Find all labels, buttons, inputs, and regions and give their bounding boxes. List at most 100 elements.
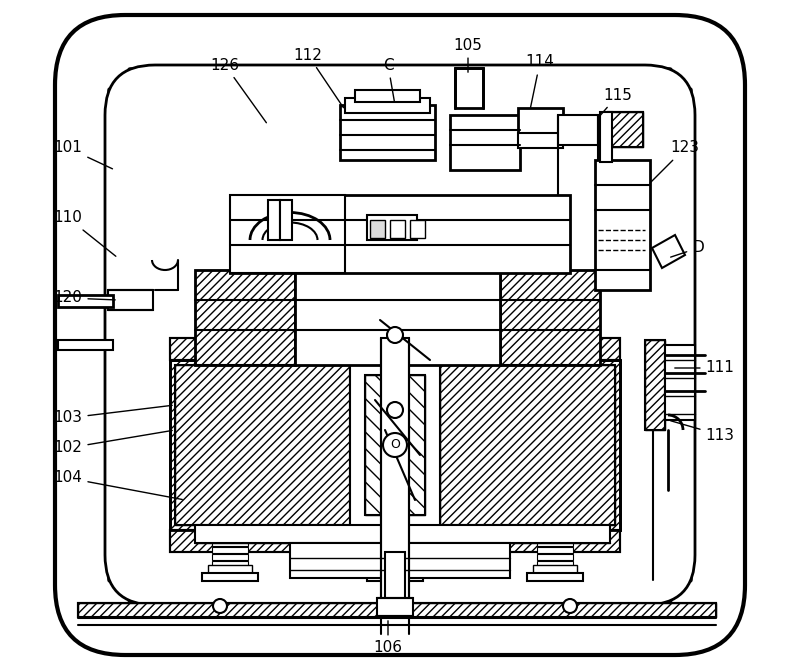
- Bar: [212, 561, 248, 567]
- Bar: [212, 554, 248, 560]
- Bar: [645, 340, 665, 430]
- Text: 114: 114: [526, 55, 554, 107]
- Text: O: O: [390, 438, 400, 452]
- Bar: [645, 340, 665, 430]
- Circle shape: [387, 327, 403, 343]
- Bar: [290, 543, 510, 578]
- Bar: [665, 345, 695, 420]
- Bar: [170, 360, 620, 530]
- Bar: [268, 200, 280, 240]
- Bar: [537, 561, 573, 567]
- Text: 104: 104: [54, 470, 182, 500]
- Bar: [210, 530, 250, 540]
- Bar: [377, 598, 413, 616]
- Bar: [600, 112, 612, 162]
- FancyBboxPatch shape: [128, 68, 672, 108]
- Bar: [212, 547, 248, 553]
- Bar: [518, 108, 563, 133]
- Bar: [355, 90, 420, 102]
- Bar: [208, 565, 252, 573]
- Circle shape: [387, 402, 403, 418]
- Bar: [440, 365, 615, 525]
- Text: 123: 123: [650, 141, 699, 183]
- Bar: [450, 115, 520, 170]
- Bar: [385, 552, 405, 602]
- Bar: [58, 340, 113, 350]
- Bar: [202, 573, 258, 581]
- Text: 106: 106: [374, 621, 402, 656]
- Text: 115: 115: [600, 87, 633, 116]
- Bar: [373, 565, 417, 573]
- Bar: [381, 338, 409, 612]
- Text: 111: 111: [674, 360, 734, 376]
- Bar: [608, 112, 643, 147]
- Text: 101: 101: [54, 141, 113, 169]
- Bar: [170, 530, 620, 552]
- Bar: [370, 220, 385, 238]
- Bar: [345, 98, 430, 113]
- Bar: [58, 295, 113, 307]
- FancyBboxPatch shape: [128, 562, 672, 602]
- Bar: [367, 215, 417, 240]
- FancyBboxPatch shape: [105, 65, 695, 605]
- Text: 103: 103: [54, 406, 172, 426]
- Bar: [595, 160, 650, 290]
- Bar: [558, 115, 598, 145]
- FancyBboxPatch shape: [108, 88, 145, 582]
- Bar: [377, 554, 413, 560]
- Bar: [78, 603, 716, 617]
- Bar: [608, 112, 643, 147]
- FancyBboxPatch shape: [650, 88, 692, 582]
- Text: 102: 102: [54, 430, 172, 456]
- Text: 126: 126: [210, 57, 266, 123]
- Bar: [170, 338, 620, 360]
- Bar: [170, 338, 620, 360]
- Circle shape: [213, 599, 227, 613]
- Bar: [537, 547, 573, 553]
- Bar: [377, 561, 413, 567]
- Bar: [170, 530, 620, 552]
- Bar: [175, 365, 350, 525]
- FancyBboxPatch shape: [55, 15, 745, 655]
- Bar: [375, 530, 415, 540]
- Bar: [367, 573, 423, 581]
- Bar: [195, 270, 295, 365]
- Bar: [78, 603, 716, 617]
- Bar: [280, 200, 292, 240]
- Bar: [340, 105, 435, 160]
- Circle shape: [383, 433, 407, 457]
- Bar: [500, 270, 600, 365]
- Bar: [108, 290, 153, 310]
- Bar: [537, 540, 573, 546]
- Bar: [212, 540, 248, 546]
- Bar: [175, 365, 350, 525]
- Polygon shape: [652, 235, 685, 268]
- Text: 110: 110: [54, 211, 116, 256]
- Bar: [365, 375, 425, 515]
- Bar: [533, 565, 577, 573]
- Bar: [608, 112, 643, 147]
- Bar: [440, 365, 615, 525]
- Bar: [230, 195, 570, 273]
- Bar: [377, 547, 413, 553]
- Text: 112: 112: [294, 47, 343, 107]
- Text: D: D: [670, 241, 704, 257]
- Bar: [195, 525, 610, 543]
- Bar: [500, 270, 600, 365]
- Bar: [365, 375, 425, 515]
- Bar: [295, 270, 500, 365]
- Bar: [518, 133, 563, 148]
- Bar: [535, 530, 575, 540]
- Text: 120: 120: [54, 291, 115, 305]
- Circle shape: [563, 599, 577, 613]
- Bar: [455, 68, 483, 108]
- Bar: [230, 195, 345, 273]
- Bar: [537, 554, 573, 560]
- Bar: [78, 603, 716, 617]
- Bar: [170, 360, 620, 530]
- Text: 113: 113: [670, 421, 734, 442]
- Bar: [527, 573, 583, 581]
- Text: 105: 105: [454, 37, 482, 72]
- Bar: [390, 220, 405, 238]
- Bar: [350, 360, 440, 530]
